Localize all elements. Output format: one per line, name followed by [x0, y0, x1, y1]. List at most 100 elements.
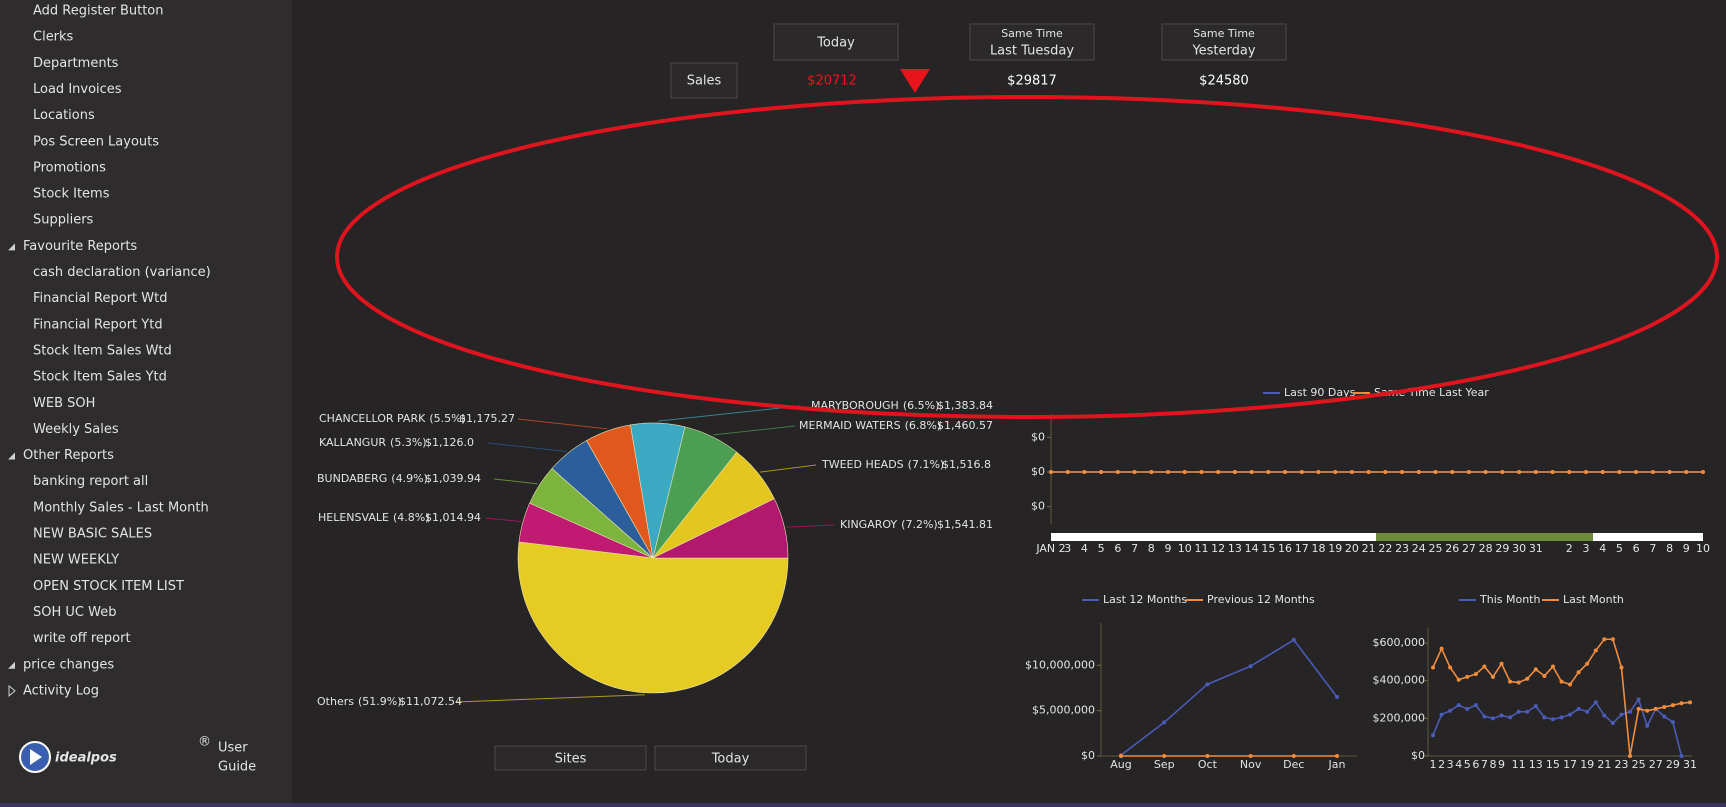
menu-item[interactable]: Promotions: [33, 160, 106, 175]
x-tick-label: 3: [1582, 542, 1589, 555]
menu-item[interactable]: Stock Item Sales Ytd: [33, 370, 167, 385]
pie-value-label: $1,175.27: [459, 412, 515, 425]
series-point: [1400, 470, 1405, 474]
leader-line: [786, 524, 835, 528]
x-tick-label: 31: [1683, 758, 1697, 771]
menu-item[interactable]: Suppliers: [33, 213, 94, 228]
x-tick-label: 27: [1649, 758, 1663, 771]
pie-label: Others (51.9%): [317, 695, 402, 708]
menu-item[interactable]: NEW BASIC SALES: [33, 527, 152, 542]
menu-group[interactable]: Other Reports: [23, 448, 114, 463]
menu-group[interactable]: price changes: [23, 657, 114, 672]
button[interactable]: [654, 745, 807, 771]
logo-mark: ®: [198, 735, 211, 750]
x-tick-label: 31: [1529, 542, 1543, 555]
series-point: [1684, 470, 1689, 474]
series-point: [1516, 709, 1521, 714]
series-point: [1465, 706, 1470, 711]
x-tick-label: 23: [1395, 542, 1409, 555]
series-point: [1266, 470, 1271, 474]
menu-item[interactable]: OPEN STOCK ITEM LIST: [33, 579, 184, 594]
series-point: [1456, 703, 1461, 708]
menu-item[interactable]: Load Invoices: [33, 82, 122, 97]
menu-item[interactable]: Monthly Sales - Last Month: [33, 500, 209, 515]
menu-group[interactable]: Activity Log: [23, 683, 99, 698]
x-tick-label: 5: [1464, 758, 1471, 771]
pie-label-name: KINGAROY: [840, 518, 897, 531]
series-point: [1448, 708, 1453, 713]
menu-group[interactable]: Favourite Reports: [23, 239, 137, 254]
x-tick-label: 25: [1429, 542, 1443, 555]
x-tick-label: 9: [1165, 542, 1172, 555]
series-point: [1299, 470, 1304, 474]
series-point: [1550, 470, 1555, 474]
x-tick-label: 8: [1489, 758, 1496, 771]
menu-item[interactable]: Financial Report Wtd: [33, 291, 168, 306]
series-point: [1082, 470, 1087, 474]
pie-label-percent: (51.9%): [358, 695, 402, 708]
series-point: [1162, 754, 1167, 758]
pie-value-label: $1,460.57: [937, 419, 993, 432]
menu-item[interactable]: Departments: [33, 56, 119, 71]
legend-label[interactable]: Last 90 Days: [1284, 386, 1356, 399]
menu-item[interactable]: Stock Item Sales Wtd: [33, 343, 172, 358]
series-point: [1456, 677, 1461, 682]
series-point: [1249, 470, 1254, 474]
expander-closed[interactable]: [8, 684, 16, 697]
y-tick-label: $0: [1031, 430, 1045, 443]
leader-line: [759, 464, 817, 473]
x-tick-label: 11: [1194, 542, 1208, 555]
series-point: [1619, 665, 1624, 670]
menu-item[interactable]: Stock Items: [33, 187, 110, 202]
menu-item[interactable]: WEB SOH: [33, 396, 95, 411]
expander-open[interactable]: [8, 661, 15, 669]
x-tick-label: 3: [1064, 542, 1071, 555]
series-point: [1473, 672, 1478, 677]
kpi-header: Yesterday: [1191, 44, 1255, 59]
series-point: [1205, 682, 1210, 687]
y-tick-label: $10,000,000: [1025, 658, 1095, 671]
menu-item[interactable]: banking report all: [33, 474, 148, 489]
menu-item[interactable]: Add Register Button: [33, 4, 164, 19]
menu-item[interactable]: Pos Screen Layouts: [33, 134, 159, 149]
x-tick-label: Nov: [1240, 758, 1262, 771]
series-point: [1602, 713, 1607, 718]
pie-label-percent: (7.1%): [908, 458, 945, 471]
pie-value-label: $1,126.0: [425, 436, 474, 449]
x-tick-label: 8: [1148, 542, 1155, 555]
button-label[interactable]: Today: [711, 752, 750, 767]
kpi-header: Today: [816, 36, 855, 51]
series-point: [1550, 717, 1555, 722]
expander-open[interactable]: [8, 452, 15, 460]
button-label[interactable]: Sites: [555, 752, 587, 767]
x-tick-label: 14: [1245, 542, 1259, 555]
series-point: [1473, 703, 1478, 708]
menu-item[interactable]: Locations: [33, 108, 95, 123]
scrollbar-thumb[interactable]: [1376, 533, 1593, 541]
x-tick-label: 9: [1683, 542, 1690, 555]
series-point: [1333, 470, 1338, 474]
x-tick-label: 30: [1512, 542, 1526, 555]
menu-item[interactable]: Clerks: [33, 30, 74, 45]
menu-item[interactable]: write off report: [33, 631, 131, 646]
pie-label-percent: (5.3%): [390, 436, 427, 449]
menu-item[interactable]: cash declaration (variance): [33, 265, 211, 280]
series-point: [1349, 470, 1354, 474]
series-point: [1500, 470, 1505, 474]
expander-open[interactable]: [8, 243, 15, 251]
series-point: [1619, 712, 1624, 717]
button[interactable]: [494, 745, 647, 771]
menu-item[interactable]: SOH UC Web: [33, 605, 116, 620]
x-tick-label: 11: [1512, 758, 1526, 771]
legend-label[interactable]: Last Month: [1563, 593, 1624, 606]
legend-label[interactable]: Previous 12 Months: [1207, 593, 1315, 606]
pie-value-label: $1,541.81: [937, 518, 993, 531]
legend-label[interactable]: This Month: [1479, 593, 1540, 606]
menu-item[interactable]: Financial Report Ytd: [33, 317, 163, 332]
pie-label-name: MERMAID WATERS: [799, 419, 901, 432]
menu-item[interactable]: Weekly Sales: [33, 422, 119, 437]
menu-item[interactable]: NEW WEEKLY: [33, 553, 119, 568]
series-point: [1634, 470, 1639, 474]
logo-arrow: [30, 749, 42, 765]
legend-label[interactable]: Last 12 Months: [1103, 593, 1187, 606]
